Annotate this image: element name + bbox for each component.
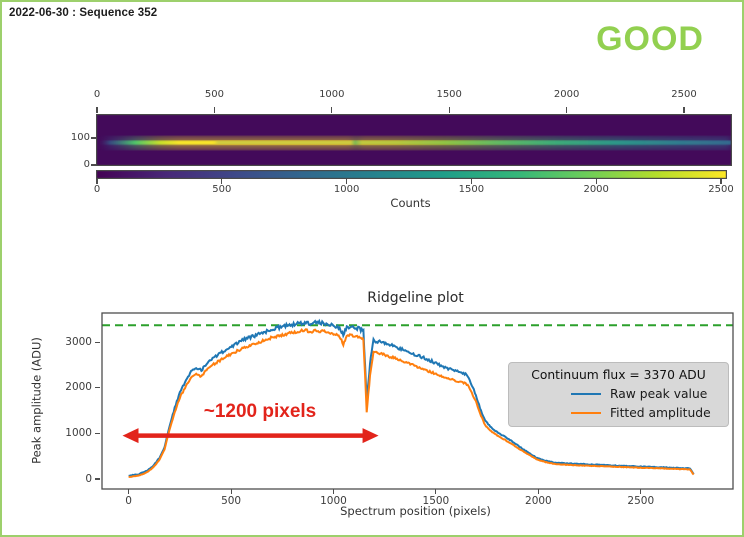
tick-mark [95,432,100,434]
tick-mark [95,341,100,343]
tick-mark [566,107,568,113]
tick-label: 500 [221,495,242,507]
annotation-text: ~1200 pixels [203,401,317,422]
tick-mark [230,489,232,494]
tick-label: 2500 [671,89,697,100]
tick-mark [91,137,96,139]
tick-mark [448,107,450,113]
tick-mark [640,489,642,494]
fitted-amplitude-line [128,328,695,478]
tick-label: 500 [204,89,224,100]
tick-mark [537,489,539,494]
tick-mark [720,179,722,184]
tick-mark [435,489,437,494]
tick-label: 0 [85,472,92,485]
tick-label: 1000 [320,495,347,507]
tick-mark [683,107,685,113]
spectrum-heatmap [96,114,732,166]
tick-mark [470,179,472,184]
legend-swatch [571,412,601,414]
tick-label: 1500 [422,495,450,507]
tick-mark [96,107,98,113]
page-title: 2022-06-30 : Sequence 352 [9,7,158,19]
colorbar [96,170,727,179]
tick-label: 1000 [319,89,345,100]
status-badge: GOOD [596,20,704,58]
tick-mark [95,478,100,480]
tick-label: 2000 [553,89,580,100]
tick-mark [213,107,215,113]
legend-title: Continuum flux = 3370 ADU [531,368,706,382]
tick-label: 1000 [333,184,360,195]
plot-title: Ridgeline plot [367,290,464,306]
x-axis-label: Spectrum position (pixels) [340,504,491,518]
tick-label: 500 [212,184,232,195]
tick-mark [96,179,98,184]
tick-label: 2500 [627,495,655,507]
raw-peak-line [128,318,695,477]
tick-mark [331,107,333,113]
tick-label: 2000 [65,381,92,394]
plot-border [101,312,734,490]
tick-label: 1500 [436,89,462,100]
colorbar-gradient [96,170,727,179]
tick-label: 0 [83,158,90,170]
annotation-arrow [122,428,379,444]
colorbar-label: Counts [390,196,431,210]
tick-label: 0 [125,495,132,507]
legend-label: Fitted amplitude [610,406,711,420]
legend-label: Raw peak value [610,387,708,401]
tick-mark [221,179,223,184]
tick-label: 0 [93,89,101,100]
tick-mark [128,489,130,494]
tick-label: 2500 [708,184,734,195]
ridgeline-plot [101,312,734,490]
legend-item: Raw peak value [571,387,728,401]
tick-label: 0 [93,184,101,195]
tick-label: 3000 [65,335,92,348]
tick-mark [346,179,348,184]
tick-label: 2000 [525,495,552,507]
legend-item: Fitted amplitude [571,406,728,420]
tick-label: 1500 [458,184,485,195]
legend: Continuum flux = 3370 ADU Raw peak value… [508,362,729,427]
tick-mark [95,387,100,389]
tick-mark [595,179,597,184]
y-axis-label: Peak amplitude (ADU) [29,337,44,464]
tick-mark [91,164,96,166]
tick-label: 100 [70,131,90,143]
tick-label: 2000 [583,184,609,195]
legend-swatch [571,393,601,395]
tick-label: 1000 [65,426,92,439]
tick-mark [332,489,335,494]
